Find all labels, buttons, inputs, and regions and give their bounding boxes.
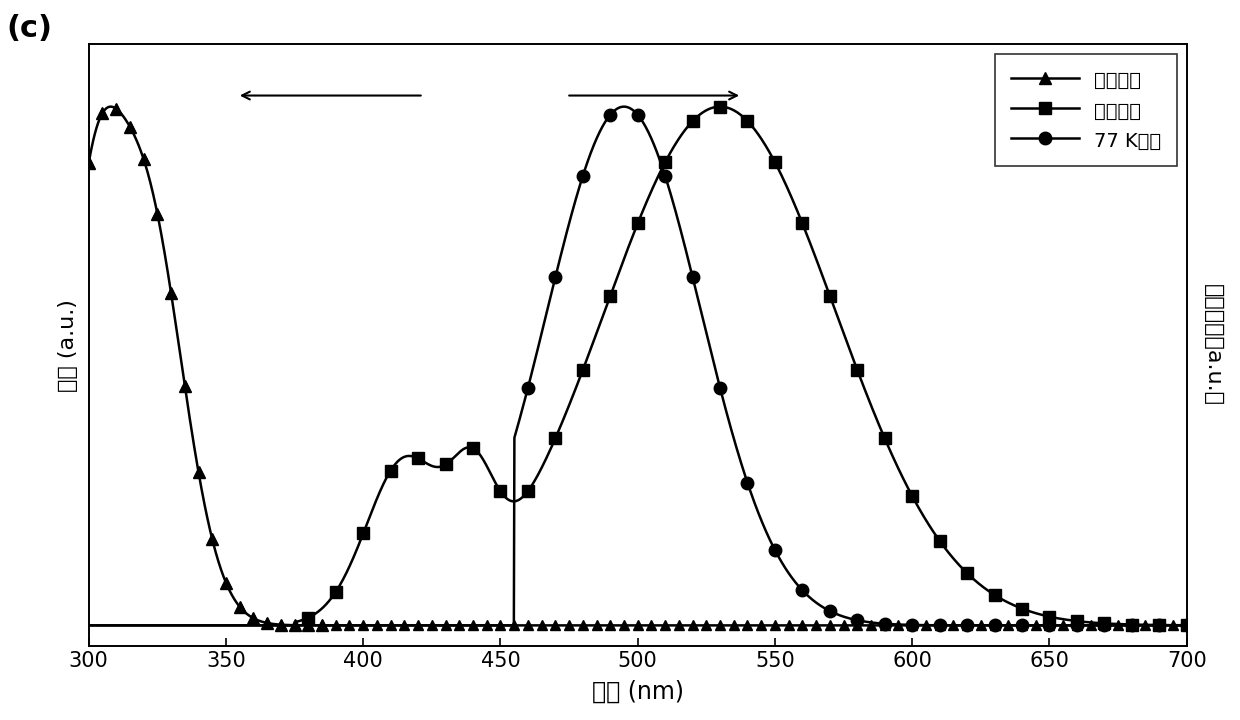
- Text: (c): (c): [6, 14, 52, 43]
- X-axis label: 波长 (nm): 波长 (nm): [591, 680, 683, 703]
- Y-axis label: 发光强度（a.u.）: 发光强度（a.u.）: [1203, 284, 1224, 406]
- Legend: 吸收光谱, 室温荧光, 77 K磷光: 吸收光谱, 室温荧光, 77 K磷光: [994, 54, 1177, 166]
- Y-axis label: 吸收 (a.u.): 吸收 (a.u.): [57, 299, 78, 392]
